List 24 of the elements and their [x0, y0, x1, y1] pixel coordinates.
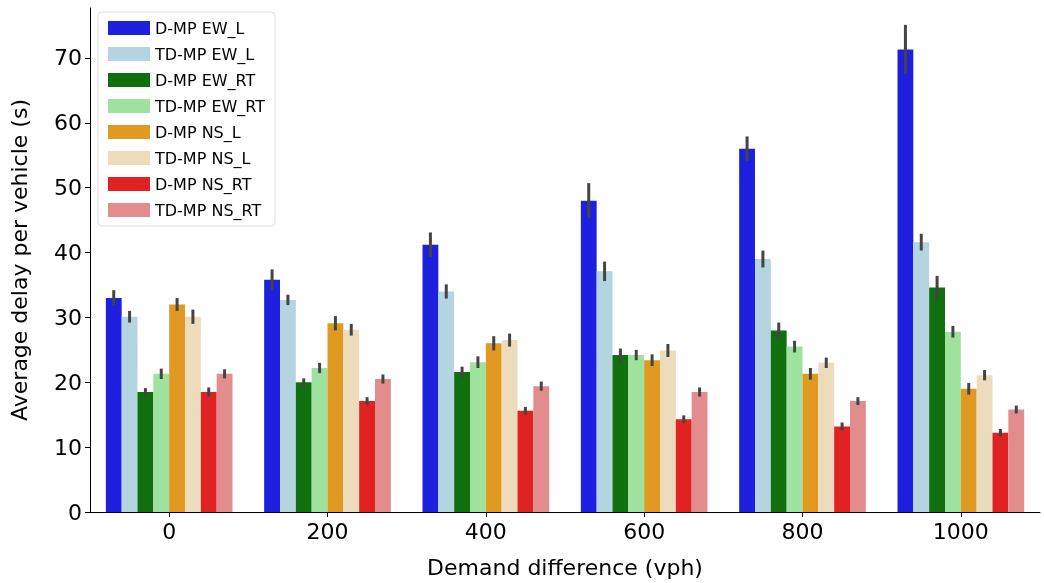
x-axis-title: Demand difference (vph) [427, 554, 703, 580]
y-tick-label: 10 [54, 434, 82, 460]
y-tick-label: 60 [54, 110, 82, 136]
legend-label: TD-MP EW_RT [154, 96, 266, 117]
x-tick-label: 600 [623, 518, 666, 544]
x-tick-label: 1000 [932, 518, 989, 544]
legend-label: D-MP NS_RT [155, 174, 252, 195]
y-tick-label: 40 [54, 240, 82, 266]
x-tick-label: 400 [464, 518, 507, 544]
legend-label: D-MP EW_RT [155, 70, 256, 91]
x-tick-label: 200 [306, 518, 349, 544]
legend-label: TD-MP NS_L [154, 148, 251, 169]
legend-label: TD-MP EW_L [154, 44, 255, 65]
x-tick-label: 0 [162, 518, 177, 544]
y-tick-label: 50 [54, 175, 82, 201]
x-tick-label: 800 [781, 518, 824, 544]
legend-label: D-MP NS_L [155, 122, 241, 143]
y-axis-title: Average delay per vehicle (s) [6, 99, 32, 421]
y-tick-label: 30 [54, 304, 82, 330]
legend-label: D-MP EW_L [155, 18, 245, 39]
y-tick-label: 70 [54, 45, 82, 71]
legend-label: TD-MP NS_RT [154, 200, 262, 221]
y-tick-label: 0 [68, 499, 82, 525]
y-tick-label: 20 [54, 369, 82, 395]
